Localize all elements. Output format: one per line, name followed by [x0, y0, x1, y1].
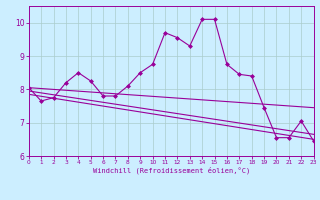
- X-axis label: Windchill (Refroidissement éolien,°C): Windchill (Refroidissement éolien,°C): [92, 167, 250, 174]
